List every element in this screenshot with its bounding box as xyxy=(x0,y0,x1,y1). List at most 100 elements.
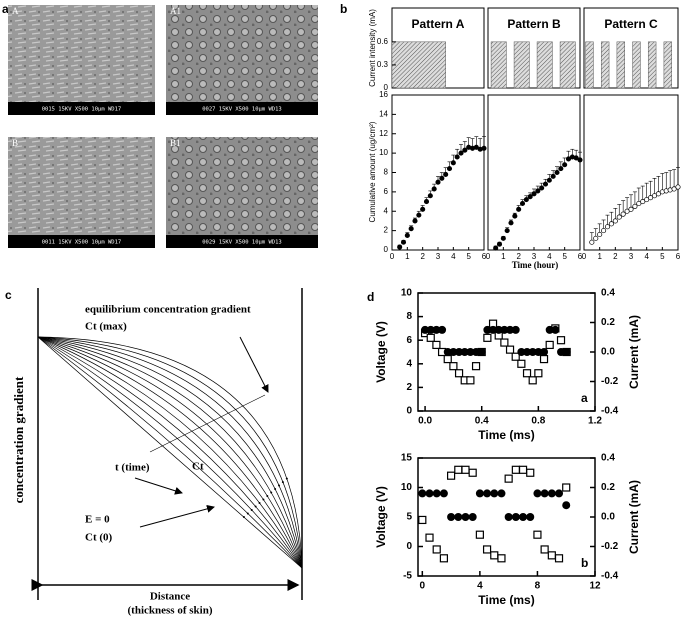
gradient-curve xyxy=(37,336,303,569)
diagram-text: concentration gradient xyxy=(11,376,26,503)
circle-point xyxy=(438,325,447,334)
point xyxy=(644,197,650,203)
point xyxy=(496,241,503,247)
circle-point xyxy=(460,348,469,356)
circle-point xyxy=(466,348,475,356)
micrograph-info: 0015 15KV X500 10μm WD17 xyxy=(42,107,121,113)
circle-point xyxy=(555,489,564,498)
circle-point xyxy=(461,513,470,521)
y-tick-label: 0 xyxy=(406,541,412,552)
micrograph xyxy=(166,137,318,248)
point xyxy=(616,214,622,220)
y2-axis-label: Current (mA) xyxy=(627,315,641,389)
y-tick-label: 0 xyxy=(406,406,412,417)
x-tick-label: 12 xyxy=(589,581,601,592)
square-point xyxy=(466,376,475,385)
point xyxy=(632,203,638,209)
curve-dot xyxy=(258,502,261,505)
curve-dot xyxy=(266,495,269,498)
gradient-curve xyxy=(37,336,303,569)
point xyxy=(535,188,541,194)
arrow xyxy=(239,336,269,393)
point xyxy=(420,206,426,212)
pulse xyxy=(536,41,553,89)
point xyxy=(500,235,506,241)
point xyxy=(648,195,654,201)
point xyxy=(640,199,646,205)
point xyxy=(655,191,661,197)
square-point xyxy=(545,340,554,350)
diagram-text: (thickness of skin) xyxy=(128,605,213,617)
circle-point xyxy=(547,489,556,498)
point xyxy=(612,218,618,224)
panel-title: Pattern C xyxy=(604,17,658,31)
circle-point xyxy=(426,325,435,334)
circle-point xyxy=(483,489,492,498)
curve-dot xyxy=(242,516,245,519)
point xyxy=(562,162,568,168)
circle-point xyxy=(468,513,477,521)
point xyxy=(512,213,518,219)
point xyxy=(443,171,449,177)
point xyxy=(446,166,453,172)
point xyxy=(493,245,499,251)
pulse xyxy=(513,41,530,89)
point xyxy=(671,186,677,192)
curve-dot xyxy=(278,484,281,487)
circle-point xyxy=(472,348,481,356)
square-point xyxy=(497,554,506,563)
gradient-curve xyxy=(37,336,303,569)
x-tick-label: 2 xyxy=(516,252,521,261)
x-tick-label: 2 xyxy=(613,252,618,261)
square-point xyxy=(504,474,513,483)
circle-point xyxy=(511,513,520,521)
panel-frame xyxy=(487,7,581,89)
pulse xyxy=(616,41,625,89)
square-point xyxy=(511,352,520,361)
square-point xyxy=(418,515,427,525)
point xyxy=(624,208,630,214)
square-point xyxy=(482,545,492,554)
circle-point xyxy=(432,325,441,334)
circle-point xyxy=(489,325,498,334)
diagram-text: Ct (0) xyxy=(85,532,113,544)
pulse xyxy=(600,41,610,89)
square-point xyxy=(556,336,566,345)
micrograph xyxy=(166,5,318,115)
x-tick-label: 3 xyxy=(436,252,441,261)
y-axis-label: Current intensity (mA) xyxy=(368,9,377,87)
x-axis-label: Time (ms) xyxy=(478,428,534,442)
point xyxy=(408,226,414,232)
square-point xyxy=(468,468,477,477)
gradient-curve xyxy=(37,336,303,569)
square-point xyxy=(517,359,526,368)
point xyxy=(400,239,407,245)
point xyxy=(508,220,514,226)
panel-label: a xyxy=(2,2,9,16)
pulse xyxy=(559,41,576,89)
y-tick-label: 10 xyxy=(401,482,413,493)
square-point xyxy=(547,551,556,560)
y-tick-label: 0 xyxy=(384,245,389,254)
circle-point xyxy=(447,513,456,521)
point xyxy=(404,232,410,239)
square-point xyxy=(505,345,515,354)
pulse xyxy=(391,41,446,89)
square-point xyxy=(471,362,481,371)
micrograph-label: B xyxy=(12,138,18,148)
point xyxy=(454,154,460,160)
circle-point xyxy=(540,489,549,498)
square-point xyxy=(425,533,434,542)
x-tick-label: 4 xyxy=(451,252,456,261)
circle-point xyxy=(497,489,506,498)
y-tick-label: 16 xyxy=(379,90,388,99)
x-tick-label: 0 xyxy=(582,252,587,261)
point xyxy=(481,145,487,151)
point xyxy=(539,185,545,191)
x-tick-label: 4 xyxy=(547,252,552,261)
y-tick-label: 4 xyxy=(406,358,412,369)
curve-dot xyxy=(270,491,273,494)
micrograph xyxy=(8,137,155,248)
point xyxy=(542,181,549,187)
square-point xyxy=(500,338,509,347)
